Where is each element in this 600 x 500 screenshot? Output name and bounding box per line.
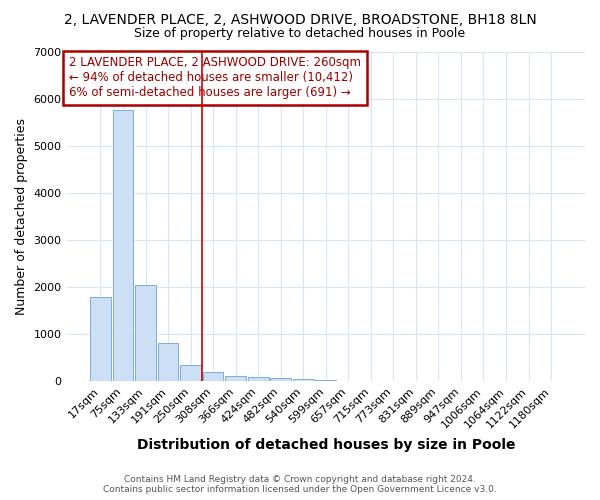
Text: 2, LAVENDER PLACE, 2, ASHWOOD DRIVE, BROADSTONE, BH18 8LN: 2, LAVENDER PLACE, 2, ASHWOOD DRIVE, BRO… [64, 12, 536, 26]
Bar [203, 372, 223, 382]
Y-axis label: Number of detached properties: Number of detached properties [15, 118, 28, 315]
Text: 2 LAVENDER PLACE, 2 ASHWOOD DRIVE: 260sqm
← 94% of detached houses are smaller (: 2 LAVENDER PLACE, 2 ASHWOOD DRIVE: 260sq… [69, 56, 361, 100]
Bar [158, 343, 178, 382]
Text: Contains HM Land Registry data © Crown copyright and database right 2024.
Contai: Contains HM Land Registry data © Crown c… [103, 474, 497, 494]
Bar [135, 285, 156, 382]
Bar [248, 377, 269, 382]
Bar [90, 296, 111, 382]
Bar [225, 376, 246, 382]
Bar [293, 379, 314, 382]
Bar [180, 365, 201, 382]
Bar [316, 380, 336, 382]
X-axis label: Distribution of detached houses by size in Poole: Distribution of detached houses by size … [137, 438, 515, 452]
Bar [113, 110, 133, 382]
Text: Size of property relative to detached houses in Poole: Size of property relative to detached ho… [134, 28, 466, 40]
Bar [338, 380, 359, 382]
Bar [271, 378, 291, 382]
